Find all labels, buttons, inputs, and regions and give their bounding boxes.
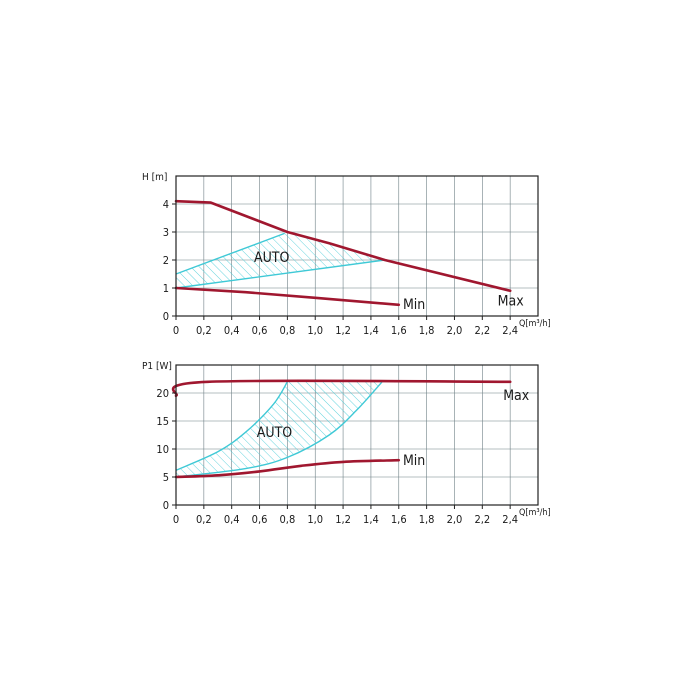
power-chart: 0 0,2 0,4 0,6 0,8 1,0 1,2 1,4 1,6 1,8 2,0 2,2 2,4 0 5… [142,361,551,526]
power-auto-upper-line [175,381,288,471]
head-y-tick-label: 4 [163,198,169,211]
power-x-axis-label: Q[m³/h] [519,508,551,518]
head-auto-lower-line [175,259,385,289]
head-y-axis-label: H [m] [142,172,167,183]
power-y-tick-label: 5 [163,471,169,484]
power-annotations: AUTO Min Max [257,388,530,469]
head-series-max [174,199,512,293]
head-annotation-max: Max [498,294,525,310]
head-y-tick-label: 3 [163,226,169,239]
head-x-tick-label: 1,6 [391,324,407,337]
head-chart-grid [176,175,538,316]
power-x-tick-label: 0,4 [224,513,240,526]
head-x-tick-label: 0,2 [196,324,212,337]
head-x-tick-label: 0,4 [224,324,240,337]
power-annotation-min: Min [403,453,425,469]
power-chart-frame [175,364,539,506]
head-x-axis-label: Q[m³/h] [519,319,551,329]
power-x-tick-label: 1,2 [335,513,351,526]
power-y-ticks: 0 5 10 15 20 [156,387,176,512]
head-auto-upper-line [175,232,285,275]
head-auto-lines [175,232,385,289]
head-series [174,199,512,307]
head-series-min [174,286,401,307]
power-x-tick-label: 1,4 [363,513,379,526]
power-auto-region [176,381,383,477]
power-annotation-max: Max [503,388,530,404]
head-annotation-min: Min [403,297,425,313]
power-x-tick-label: 2,4 [502,513,518,526]
head-x-tick-label: 0 [173,324,179,337]
head-x-tick-label: 1,8 [419,324,435,337]
head-annotation-auto: AUTO [254,250,290,266]
head-y-tick-label: 2 [163,254,169,267]
power-x-tick-label: 0,8 [280,513,296,526]
power-auto-lower-line [175,381,383,478]
power-y-tick-label: 20 [156,387,169,400]
power-x-tick-label: 2,2 [474,513,490,526]
head-y-ticks: 0 1 2 3 4 [163,198,176,323]
power-x-tick-label: 1,8 [419,513,435,526]
power-y-tick-label: 15 [156,415,169,428]
head-x-tick-label: 2,2 [474,324,490,337]
head-y-tick-label: 0 [163,310,169,323]
head-annotations: AUTO Min Max [254,250,524,313]
head-x-tick-label: 1,2 [335,324,351,337]
head-x-tick-label: 2,4 [502,324,518,337]
power-series [171,379,512,479]
head-x-tick-label: 2,0 [447,324,463,337]
power-x-tick-label: 0,6 [252,513,268,526]
power-y-tick-label: 0 [163,499,169,512]
power-auto-lines [175,381,383,478]
power-x-tick-label: 1,6 [391,513,407,526]
head-y-tick-label: 1 [163,282,169,295]
power-x-ticks: 0 0,2 0,4 0,6 0,8 1,0 1,2 1,4 1,6 1,8 2,0 2,2 2,4 [173,505,518,526]
power-y-axis-label: P1 [W] [142,361,172,372]
power-annotation-auto: AUTO [257,425,293,441]
head-x-tick-label: 1,0 [307,324,323,337]
power-series-max [171,379,512,398]
power-series-min [174,458,401,479]
power-x-tick-label: 0 [173,513,179,526]
head-auto-region [176,232,385,288]
head-x-tick-label: 0,6 [252,324,268,337]
power-y-tick-label: 10 [156,443,169,456]
head-x-ticks: 0 0,2 0,4 0,6 0,8 1,0 1,2 1,4 1,6 1,8 2,0 2,2 2,4 [173,316,518,337]
head-chart-frame [175,175,539,317]
head-x-tick-label: 0,8 [280,324,296,337]
head-x-tick-label: 1,4 [363,324,379,337]
head-chart: 0 0,2 0,4 0,6 0,8 1,0 1,2 1,4 1,6 1,8 2,0 2,2 2,4 0 1… [142,172,551,337]
power-x-tick-label: 2,0 [447,513,463,526]
power-x-tick-label: 1,0 [307,513,323,526]
power-x-tick-label: 0,2 [196,513,212,526]
